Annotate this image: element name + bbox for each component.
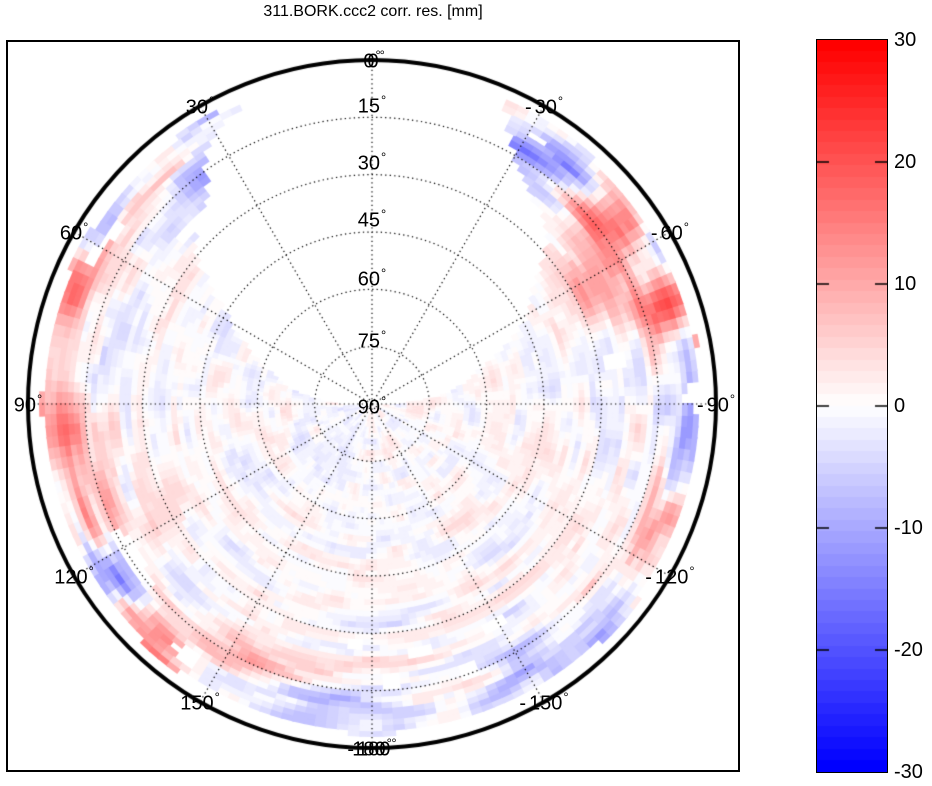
colorbar-tick-label: 0 bbox=[894, 395, 906, 417]
skyplot-canvas bbox=[8, 42, 738, 770]
colorbar-canvas bbox=[817, 40, 887, 772]
colorbar-tick-label: 10 bbox=[894, 273, 917, 295]
skyplot-frame bbox=[6, 40, 740, 772]
colorbar-tick-label: 20 bbox=[894, 151, 917, 173]
colorbar-tick-label: -30 bbox=[894, 761, 923, 783]
colorbar bbox=[816, 39, 888, 773]
colorbar-tick-label: -20 bbox=[894, 639, 923, 661]
colorbar-tick-label: 30 bbox=[894, 29, 917, 51]
plot-title: 311.BORK.ccc2 corr. res. [mm] bbox=[263, 3, 483, 20]
colorbar-tick-label: -10 bbox=[894, 517, 923, 539]
